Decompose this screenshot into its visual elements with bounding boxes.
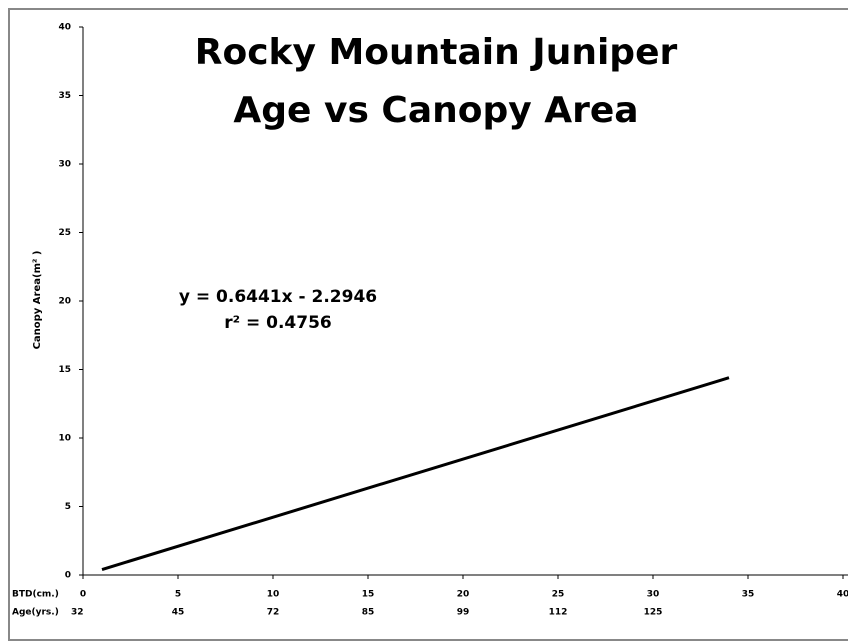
- age-label: 99: [457, 608, 470, 618]
- age-label: 125: [644, 608, 663, 618]
- y-tick-label: 15: [58, 365, 71, 375]
- trend-line: [101, 376, 730, 571]
- frame: [8, 8, 848, 641]
- y-tick-label: 0: [65, 571, 71, 581]
- y-axis-label: Canopy Area(m² ): [32, 251, 43, 350]
- age-label: 112: [549, 608, 568, 618]
- y-tick-label: 25: [58, 228, 71, 238]
- x-tick-label: 25: [552, 590, 565, 600]
- row-label: BTD(cm.): [12, 590, 59, 600]
- y-tick-label: 40: [58, 23, 71, 33]
- age-label: 32: [71, 608, 84, 618]
- x-tick-label: 10: [267, 590, 280, 600]
- y-tick-label: 5: [65, 502, 71, 512]
- x-tick-label: 35: [742, 590, 755, 600]
- x-tick-label: 30: [647, 590, 660, 600]
- age-label: 85: [362, 608, 375, 618]
- x-tick-label: 40: [837, 590, 848, 600]
- age-label: 45: [172, 608, 185, 618]
- x-tick-label: 0: [80, 590, 86, 600]
- x-tick-label: 20: [457, 590, 470, 600]
- row-label: Age(yrs.): [12, 608, 59, 618]
- age-label: 72: [267, 608, 280, 618]
- y-tick-label: 35: [58, 91, 71, 101]
- y-tick-label: 20: [58, 297, 71, 307]
- y-tick-label: 10: [58, 434, 71, 444]
- chart-title: Rocky Mountain Juniper: [195, 32, 678, 73]
- chart-title: Age vs Canopy Area: [233, 90, 638, 131]
- x-tick-label: 5: [175, 590, 181, 600]
- x-tick-label: 15: [362, 590, 375, 600]
- annotation: r² = 0.4756: [224, 313, 332, 333]
- y-tick-label: 30: [58, 160, 71, 170]
- annotation: y = 0.6441x - 2.2946: [179, 287, 377, 307]
